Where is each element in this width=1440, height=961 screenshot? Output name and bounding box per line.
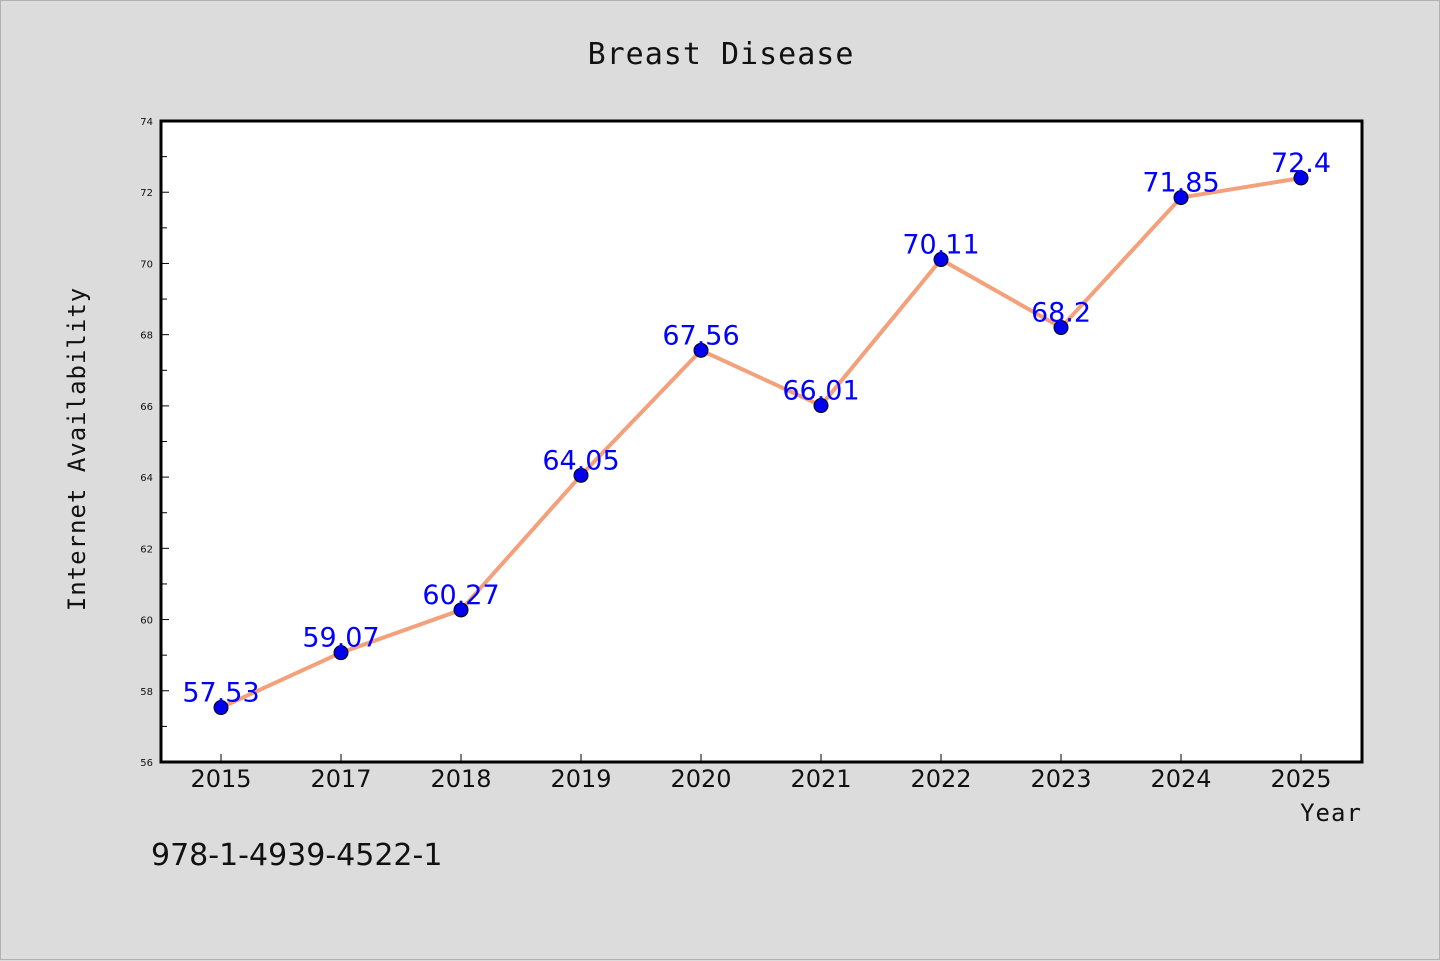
x-tick-label: 2019 bbox=[550, 765, 611, 793]
x-tick-label: 2015 bbox=[190, 765, 251, 793]
series-line bbox=[220, 176, 1302, 710]
x-tick-label: 2018 bbox=[430, 765, 491, 793]
x-tick-label: 2020 bbox=[670, 765, 731, 793]
data-point bbox=[693, 342, 709, 358]
data-point bbox=[1053, 320, 1069, 336]
series-layer: 57.53 59.07 60.27 64.05 67.56 66.01 70.11 68.2 7… bbox=[182, 148, 1331, 716]
x-tick-label: 2021 bbox=[790, 765, 851, 793]
data-point bbox=[573, 467, 589, 483]
y-tick-label: 60 bbox=[140, 616, 153, 627]
data-point bbox=[333, 645, 349, 661]
data-label: 72.4 bbox=[1271, 148, 1331, 179]
x-axis: 2015 2017 2018 2019 2020 2021 2022 2023 2024 2025 bbox=[190, 754, 1332, 793]
data-label: 66.01 bbox=[782, 376, 859, 407]
data-point bbox=[213, 700, 229, 716]
footer-identifier: 978-1-4939-4522-1 bbox=[151, 838, 442, 873]
x-tick-label: 2022 bbox=[910, 765, 971, 793]
data-label: 71.85 bbox=[1142, 168, 1219, 199]
data-label: 60.27 bbox=[422, 580, 499, 611]
y-axis: 56 58 60 62 64 66 68 70 72 74 bbox=[140, 117, 169, 769]
data-point bbox=[1173, 190, 1189, 206]
y-tick-label: 56 bbox=[140, 758, 153, 769]
data-label: 67.56 bbox=[662, 320, 739, 351]
x-tick-label: 2023 bbox=[1030, 765, 1091, 793]
data-label: 64.05 bbox=[542, 445, 619, 476]
data-label: 70.11 bbox=[902, 230, 979, 261]
y-tick-label: 66 bbox=[140, 402, 153, 413]
x-tick-label: 2017 bbox=[310, 765, 371, 793]
x-tick-label: 2025 bbox=[1270, 765, 1331, 793]
data-label: 68.2 bbox=[1031, 298, 1091, 329]
y-tick-label: 72 bbox=[140, 188, 153, 199]
x-tick-label: 2024 bbox=[1150, 765, 1211, 793]
data-point bbox=[453, 602, 469, 618]
y-axis-label: Internet Availability bbox=[63, 287, 91, 611]
y-tick-label: 58 bbox=[140, 687, 153, 698]
y-tick-label: 70 bbox=[140, 259, 153, 270]
data-label: 57.53 bbox=[182, 678, 259, 709]
y-tick-label: 64 bbox=[140, 473, 153, 484]
y-tick-label: 74 bbox=[140, 117, 153, 128]
y-tick-label: 62 bbox=[140, 544, 153, 555]
data-point bbox=[813, 398, 829, 414]
data-label: 59.07 bbox=[302, 623, 379, 654]
plot-area bbox=[161, 121, 1362, 762]
data-point bbox=[933, 252, 949, 268]
data-point bbox=[1293, 170, 1309, 186]
y-tick-label: 68 bbox=[140, 331, 153, 342]
chart-title: Breast Disease bbox=[588, 37, 855, 72]
x-axis-label: Year bbox=[1300, 799, 1362, 827]
